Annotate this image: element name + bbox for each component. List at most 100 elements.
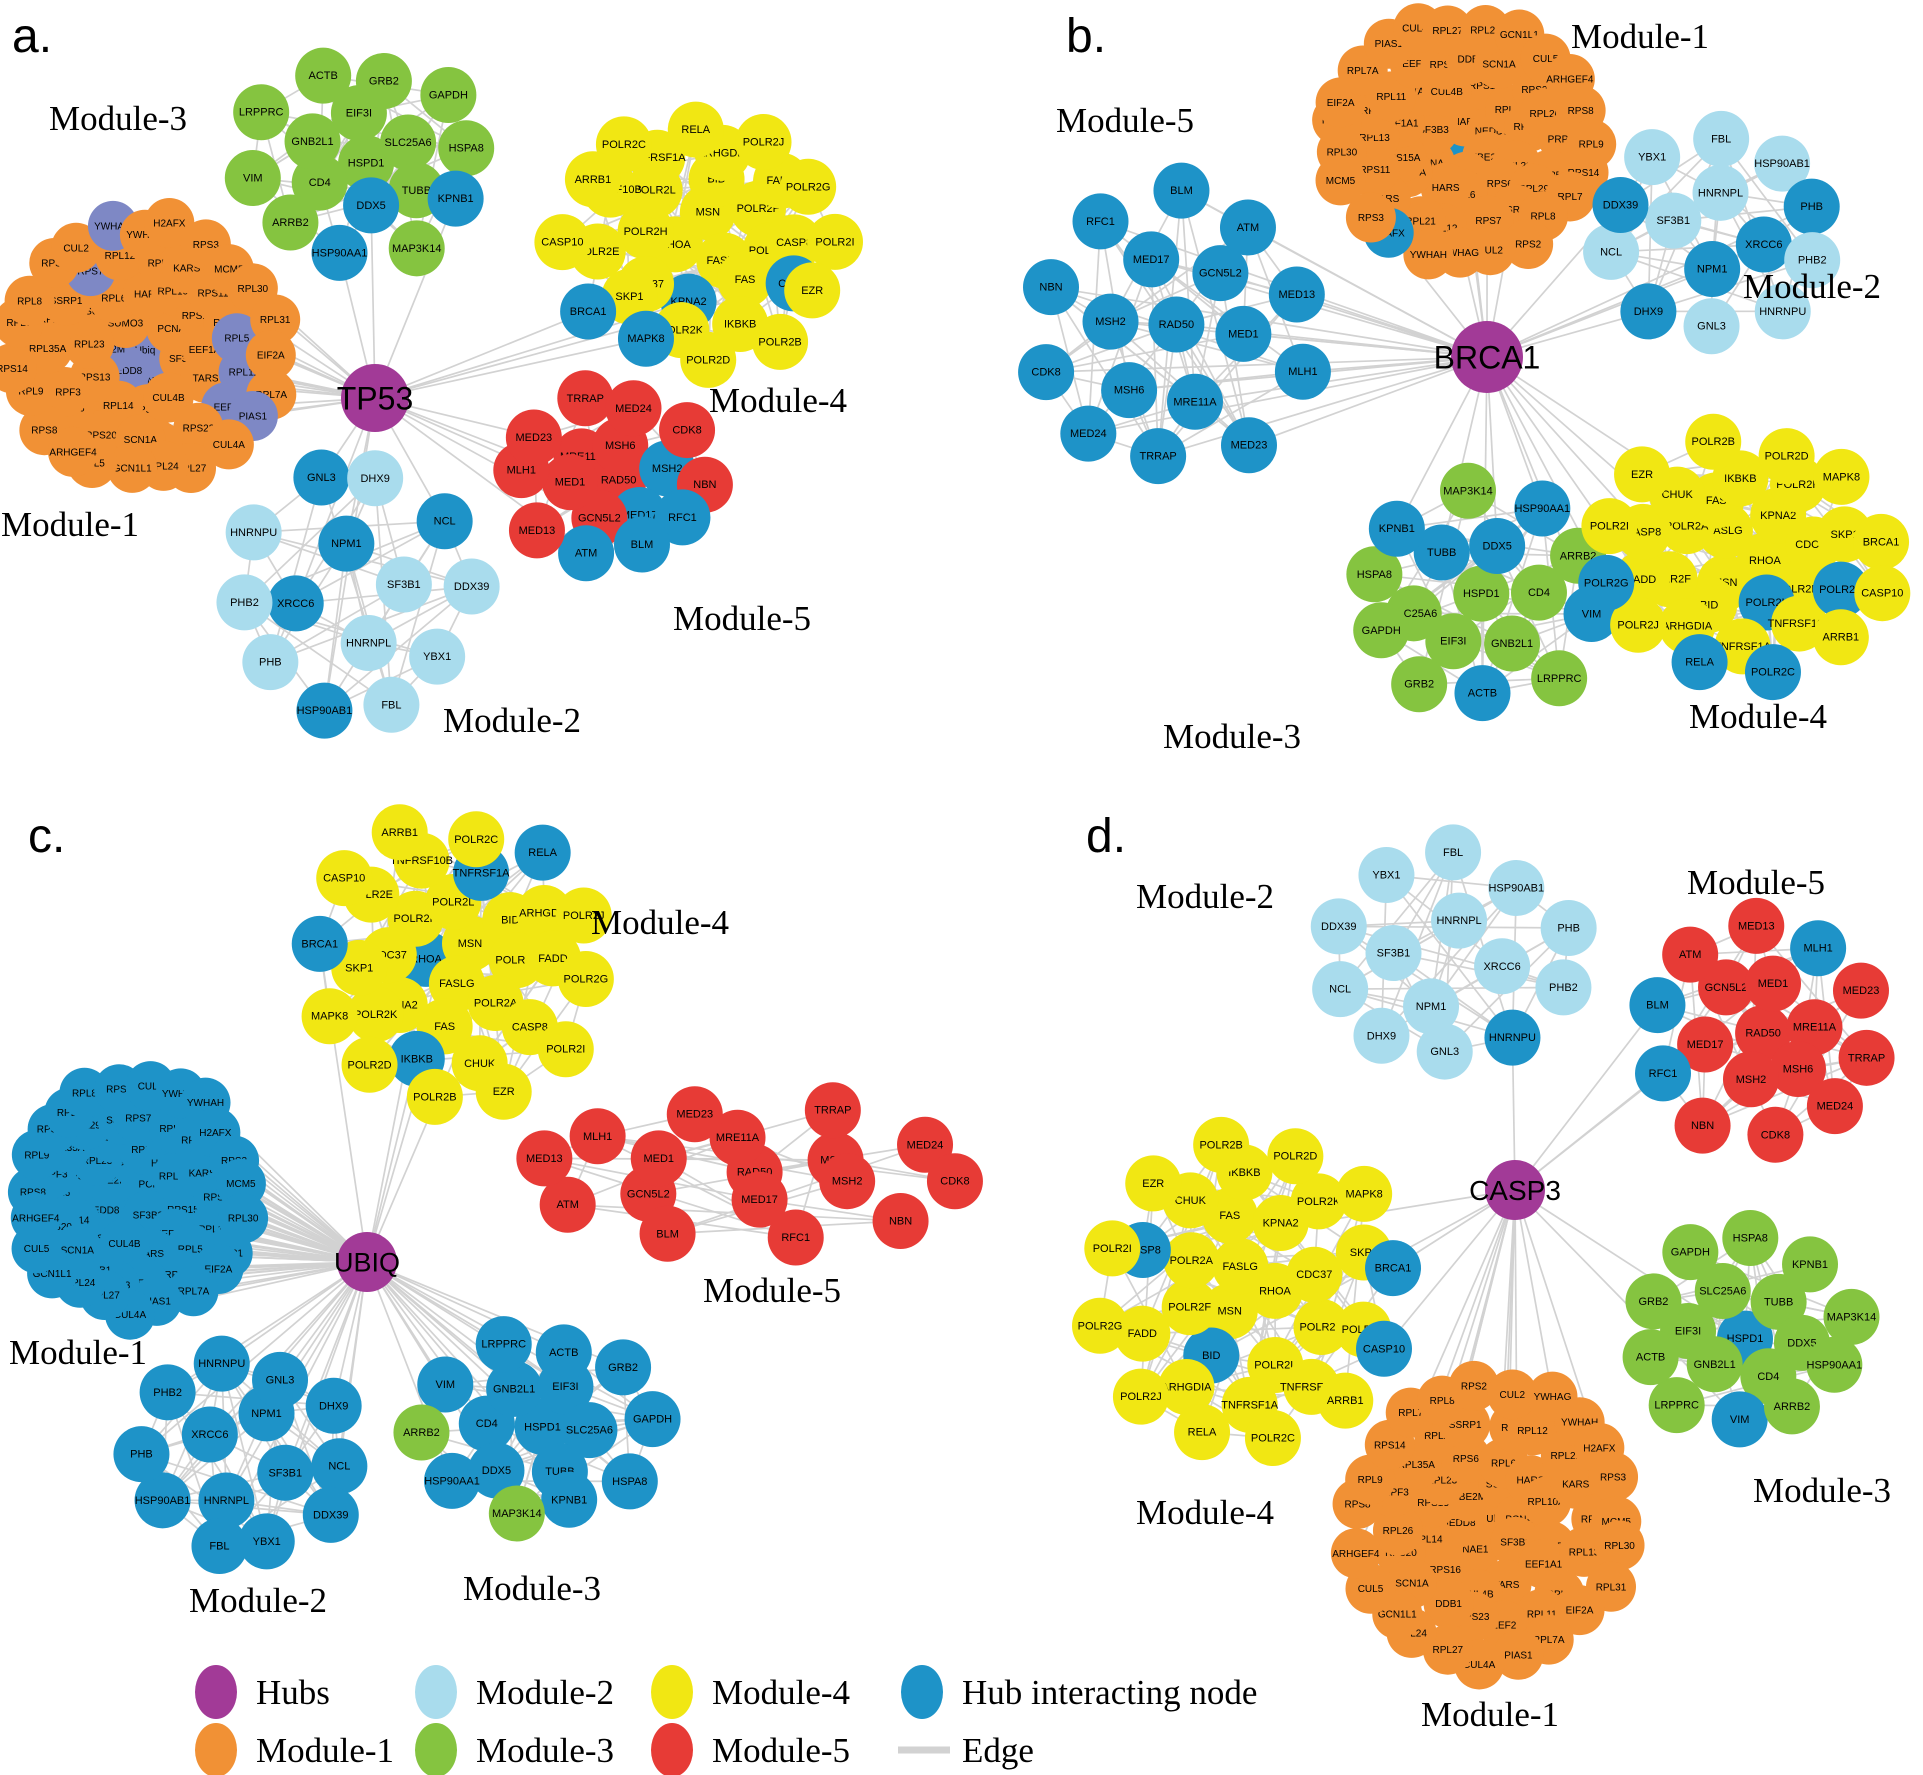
protein-node	[1671, 634, 1728, 691]
hub-edge	[374, 310, 589, 399]
protein-node	[181, 1406, 238, 1463]
protein-node	[311, 1438, 368, 1495]
protein-node	[654, 489, 711, 546]
protein-node	[1531, 650, 1588, 707]
protein-node	[1853, 513, 1910, 570]
hub-label: BRCA1	[1434, 340, 1541, 376]
edge	[1150, 259, 1159, 457]
protein-node	[1215, 305, 1272, 362]
protein-node	[1722, 1051, 1779, 1108]
edge	[567, 1203, 901, 1222]
edge	[1180, 190, 1250, 446]
protein-node	[1018, 344, 1075, 401]
protein-node	[804, 1082, 861, 1139]
protein-node	[203, 419, 254, 470]
hub-node	[341, 364, 409, 432]
module-label: Module-5	[1687, 863, 1825, 902]
protein-node	[475, 1316, 532, 1373]
protein-node	[262, 194, 319, 251]
hub-label: TP53	[337, 381, 413, 417]
protein-node	[1112, 1368, 1169, 1425]
protein-node	[1474, 938, 1531, 995]
protein-node	[807, 213, 864, 270]
protein-node	[51, 222, 102, 273]
protein-node	[1635, 1045, 1692, 1102]
protein-node	[1592, 176, 1649, 233]
protein-node	[1790, 920, 1847, 977]
legend-label: Hubs	[256, 1673, 330, 1712]
module-label: Module-4	[709, 381, 847, 420]
protein-node	[1071, 1297, 1128, 1354]
protein-node	[1540, 899, 1597, 956]
protein-node	[291, 915, 348, 972]
protein-node	[731, 1171, 788, 1228]
protein-node	[318, 515, 375, 572]
protein-node	[1698, 959, 1755, 1016]
protein-node	[291, 154, 348, 211]
protein-node	[311, 224, 368, 281]
protein-node	[1614, 446, 1671, 503]
protein-node	[767, 1209, 824, 1266]
protein-node	[1544, 54, 1595, 105]
protein-node	[1662, 1224, 1719, 1281]
protein-node	[10, 1192, 61, 1243]
protein-node	[819, 1153, 876, 1210]
hub-edge	[1486, 268, 1713, 358]
protein-node	[301, 988, 358, 1045]
protein-node	[1312, 961, 1369, 1018]
hub-edge	[1514, 1004, 1659, 1191]
hub-edge	[140, 1261, 368, 1455]
protein-node	[406, 1068, 463, 1125]
protein-node	[48, 426, 99, 477]
protein-node	[780, 158, 837, 215]
edge	[243, 477, 376, 604]
protein-node	[1158, 1359, 1215, 1416]
protein-node	[305, 1377, 362, 1434]
protein-node	[1125, 1155, 1182, 1212]
module-label: Module-3	[1163, 717, 1301, 756]
protein-node	[514, 824, 571, 881]
hub-edge	[1247, 226, 1488, 358]
hub-edge	[1514, 1189, 1554, 1397]
protein-node	[1148, 296, 1205, 353]
protein-node	[1358, 847, 1415, 904]
protein-node	[443, 558, 500, 615]
hub-label: UBIQ	[334, 1248, 400, 1278]
protein-node	[639, 1205, 696, 1262]
protein-node	[1166, 373, 1223, 430]
protein-node	[534, 214, 591, 271]
protein-node	[1356, 1320, 1413, 1377]
protein-node	[1812, 609, 1869, 666]
protein-node	[343, 177, 400, 234]
module-label: Module-1	[1421, 1695, 1559, 1734]
protein-node	[302, 1486, 359, 1543]
protein-node	[113, 1426, 170, 1483]
protein-node	[338, 135, 395, 192]
protein-node	[561, 1402, 618, 1459]
legend-swatch	[415, 1723, 457, 1775]
module-label: Module-5	[673, 599, 811, 638]
protein-node	[1345, 192, 1396, 243]
module-label: Module-3	[49, 99, 187, 138]
protein-node	[225, 504, 282, 561]
protein-node	[1754, 135, 1811, 192]
protein-node	[617, 310, 674, 367]
protein-node	[1750, 1273, 1807, 1330]
legend-label: Hub interacting node	[962, 1673, 1257, 1712]
protein-node	[1330, 1528, 1381, 1579]
hub-edge	[374, 337, 647, 399]
edge	[243, 601, 392, 706]
protein-node	[1130, 428, 1187, 485]
module-label: Module-4	[591, 903, 729, 942]
protein-node	[488, 1485, 545, 1542]
protein-node	[242, 634, 299, 691]
protein-node	[1219, 199, 1276, 256]
legend-label: Module-4	[712, 1673, 850, 1712]
protein-node	[1484, 615, 1541, 672]
hub-node	[1451, 321, 1523, 393]
protein-node	[1290, 1173, 1347, 1230]
protein-node	[1758, 428, 1815, 485]
protein-node	[630, 1130, 687, 1187]
protein-node	[1813, 448, 1870, 505]
panel-letter: b.	[1066, 10, 1106, 63]
